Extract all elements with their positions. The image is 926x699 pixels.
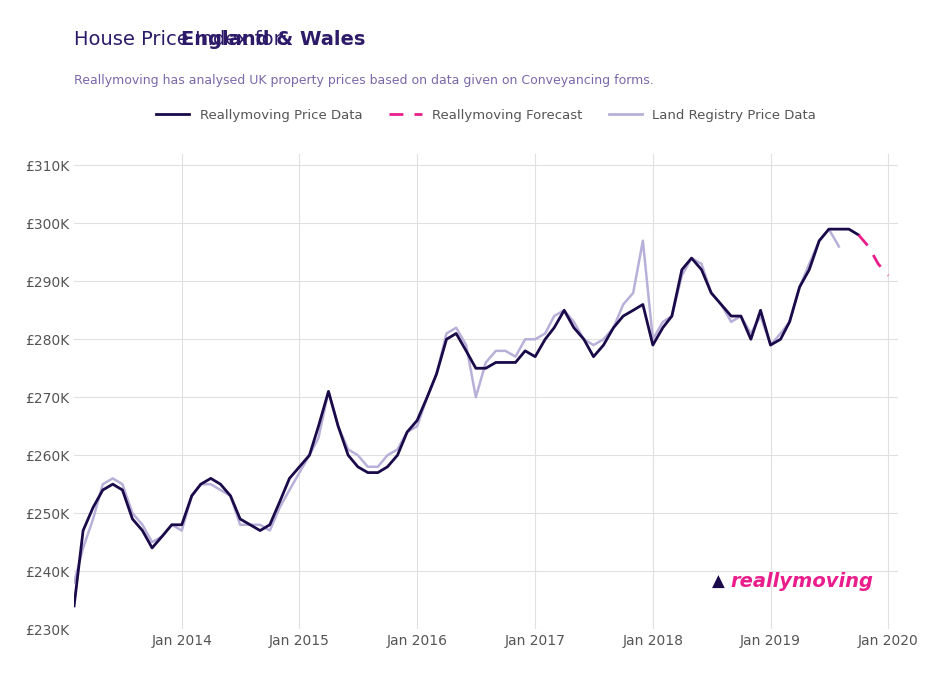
Text: ▲: ▲ bbox=[712, 573, 725, 591]
Text: Reallymoving has analysed UK property prices based on data given on Conveyancing: Reallymoving has analysed UK property pr… bbox=[74, 74, 654, 87]
Legend: Reallymoving Price Data, Reallymoving Forecast, Land Registry Price Data: Reallymoving Price Data, Reallymoving Fo… bbox=[151, 103, 821, 127]
Text: House Price Index for:: House Price Index for: bbox=[74, 30, 294, 49]
Text: reallymoving: reallymoving bbox=[731, 572, 873, 591]
Text: England & Wales: England & Wales bbox=[181, 30, 365, 49]
